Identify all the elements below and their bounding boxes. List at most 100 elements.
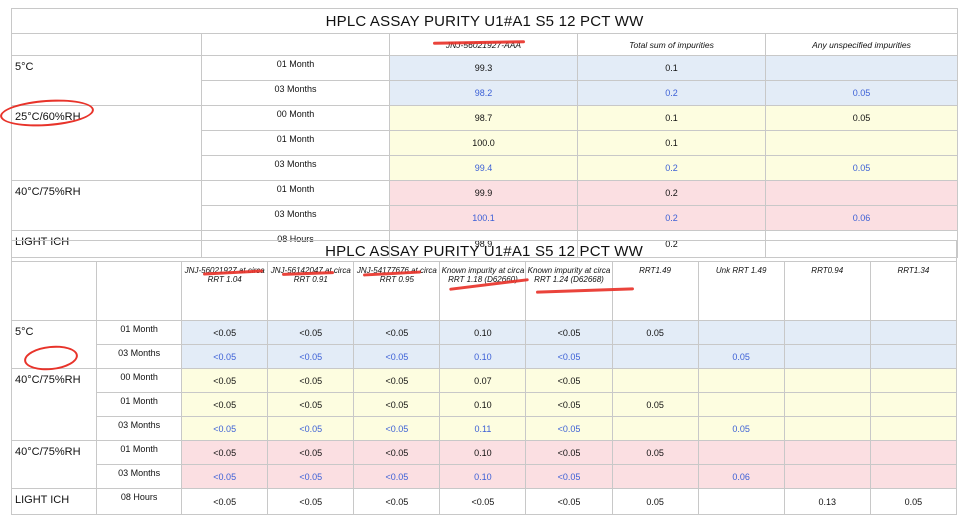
cell: 0.10: [439, 344, 527, 369]
cell: [869, 368, 958, 393]
table-title: HPLC ASSAY PURITY U1#A1 S5 12 PCT WW: [10, 8, 959, 34]
cell: 0.2: [577, 180, 766, 206]
cell: 0.05: [697, 416, 785, 441]
column-header: RRT1.49: [611, 261, 699, 321]
cell: <0.05: [267, 464, 355, 489]
cell: <0.05: [267, 392, 355, 417]
condition-label: 40°C/75%RH: [10, 440, 98, 489]
cell: [764, 130, 959, 156]
cell: [869, 344, 958, 369]
table-row: 5°C 01 Month <0.05 <0.05 <0.05 0.10 <0.05 0.05: [10, 320, 958, 369]
table-row: 40°C/75%RH 01 Month 99.9 0.2: [11, 180, 959, 231]
cell: <0.05: [267, 416, 355, 441]
table-row: 03 Months <0.05 <0.05 <0.05 0.10 <0.05 0.05: [12, 344, 958, 369]
cell: 0.05: [611, 440, 699, 465]
cell: 0.2: [577, 80, 766, 106]
table-row: 01 Month <0.05 <0.05 <0.05 0.10 <0.05 0.05: [12, 392, 958, 417]
table-row: 03 Months 98.2 0.2 0.05: [12, 80, 959, 106]
cell: 0.07: [439, 368, 527, 393]
cell: [783, 368, 871, 393]
time-label: 03 Months: [96, 344, 183, 369]
cell: [697, 368, 785, 393]
cell: <0.05: [267, 368, 355, 393]
cell: <0.05: [353, 344, 441, 369]
table-row: 03 Months 99.4 0.2 0.05: [12, 155, 959, 181]
cell: 0.1: [577, 55, 766, 81]
table-row: 40°C/75%RH 00 Month <0.05 <0.05 <0.05 0.07 <0.…: [10, 368, 958, 441]
cell: [783, 320, 871, 345]
cell: 0.10: [439, 440, 527, 465]
cell: 98.2: [389, 80, 578, 106]
column-header: Known impurity at circa RRT 1.18 (D62660…: [439, 261, 527, 321]
cell: 0.13: [783, 488, 871, 515]
table-row: 03 Months <0.05 <0.05 <0.05 0.10 <0.05 0.06: [12, 464, 958, 489]
cell: <0.05: [353, 488, 441, 515]
cell: [697, 488, 785, 515]
time-label: 00 Month: [201, 105, 390, 131]
cell: <0.05: [525, 320, 613, 345]
cell: <0.05: [353, 416, 441, 441]
cell: [869, 416, 958, 441]
header-blank: [11, 33, 202, 56]
cell: 0.11: [439, 416, 527, 441]
column-header: RRT0.94: [783, 261, 871, 321]
cell: [869, 392, 958, 417]
assay-purity-table-2: HPLC ASSAY PURITY U1#A1 S5 12 PCT WW JNJ…: [10, 240, 958, 515]
cell: [611, 464, 699, 489]
condition-label: 25°C/60%RH: [11, 105, 202, 181]
condition-label: 40°C/75%RH: [10, 368, 98, 441]
cell: 98.7: [389, 105, 578, 131]
column-header: JNJ-56142047 at circa RRT 0.91: [267, 261, 355, 321]
column-header-unspecified-impurities: Any unspecified impurities: [764, 33, 959, 56]
column-header: Unk RRT 1.49: [697, 261, 785, 321]
table-row: LIGHT ICH 08 Hours <0.05 <0.05 <0.05 <0.05 <0.…: [10, 488, 958, 515]
cell: <0.05: [267, 488, 355, 515]
cell: [869, 464, 958, 489]
column-header: RRT1.34: [869, 261, 958, 321]
cell: <0.05: [181, 464, 269, 489]
cell: 0.10: [439, 320, 527, 345]
cell: 0.05: [611, 392, 699, 417]
cell: [611, 416, 699, 441]
table-row: 5°C 01 Month 99.3 0.1: [11, 55, 959, 106]
cell: <0.05: [525, 464, 613, 489]
cell: <0.05: [353, 320, 441, 345]
cell: <0.05: [267, 320, 355, 345]
cell: 0.06: [764, 205, 959, 231]
cell: 0.2: [577, 205, 766, 231]
cell: 0.06: [697, 464, 785, 489]
cell: [764, 180, 959, 206]
cell: 0.05: [697, 344, 785, 369]
cell: [611, 344, 699, 369]
header-blank: [10, 261, 98, 321]
cell: <0.05: [181, 392, 269, 417]
cell: 0.2: [577, 155, 766, 181]
cell: <0.05: [353, 392, 441, 417]
header-blank: [96, 261, 183, 321]
cell: [783, 392, 871, 417]
cell: <0.05: [525, 416, 613, 441]
cell: <0.05: [181, 440, 269, 465]
cell: 0.05: [611, 488, 699, 515]
cell: <0.05: [525, 488, 613, 515]
cell: <0.05: [267, 440, 355, 465]
time-label: 03 Months: [201, 155, 390, 181]
cell: 0.1: [577, 130, 766, 156]
cell: <0.05: [181, 320, 269, 345]
time-label: 01 Month: [201, 180, 390, 206]
cell: [697, 440, 785, 465]
cell: 99.3: [389, 55, 578, 81]
cell: 0.10: [439, 464, 527, 489]
column-header: JNJ-54177676 at circa RRT 0.95: [353, 261, 441, 321]
cell: 0.05: [611, 320, 699, 345]
cell: [697, 320, 785, 345]
cell: 0.05: [764, 155, 959, 181]
assay-purity-table-1: HPLC ASSAY PURITY U1#A1 S5 12 PCT WW JNJ…: [10, 8, 959, 258]
cell: <0.05: [181, 416, 269, 441]
cell: <0.05: [353, 368, 441, 393]
table-row: 40°C/75%RH 01 Month <0.05 <0.05 <0.05 0.10 <0.…: [10, 440, 958, 489]
cell: <0.05: [181, 344, 269, 369]
cell: 0.05: [764, 105, 959, 131]
header-blank: [201, 33, 390, 56]
cell: <0.05: [525, 368, 613, 393]
